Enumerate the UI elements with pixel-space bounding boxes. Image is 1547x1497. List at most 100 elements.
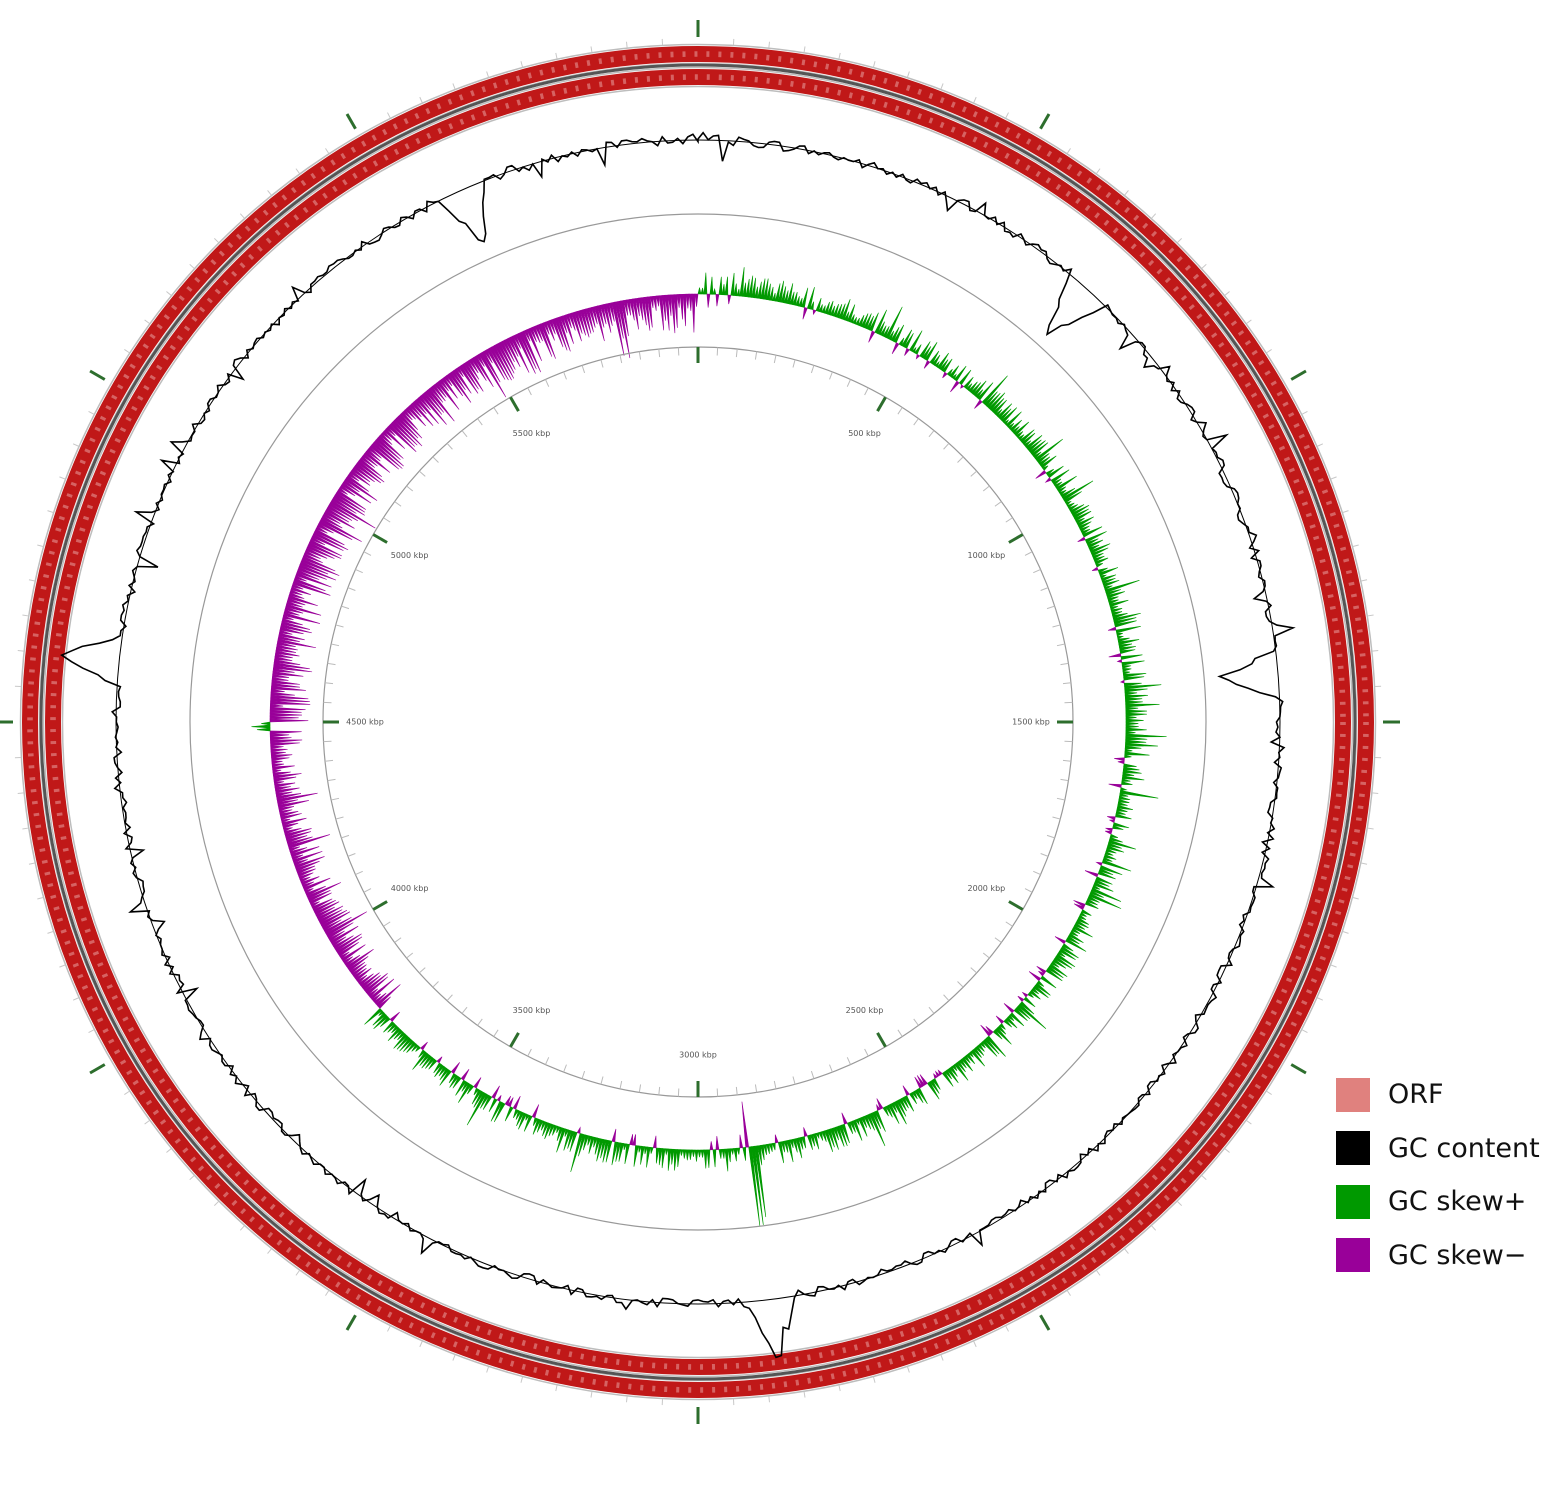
gc-skew-plus-spike bbox=[885, 1104, 893, 1118]
gc-skew-plus-spike bbox=[742, 282, 747, 298]
gc-skew-plus-spike bbox=[754, 286, 758, 299]
gc-skew-minus-spike bbox=[868, 330, 876, 343]
outer-minor-tick bbox=[144, 319, 150, 324]
gc-skew-minus-spike bbox=[706, 293, 711, 308]
gc-skew-minus-spike bbox=[289, 589, 303, 596]
gc-skew-plus-spike bbox=[766, 1143, 770, 1154]
gc-skew-minus-spike bbox=[463, 361, 484, 392]
axis-minor-tick bbox=[1033, 870, 1041, 875]
gc-skew-minus-spike bbox=[526, 328, 542, 361]
gc-skew-minus-spike bbox=[306, 544, 335, 559]
gc-skew-plus-spike bbox=[754, 1145, 767, 1218]
gc-skew-minus-spike bbox=[626, 299, 631, 316]
axis-minor-tick bbox=[581, 1070, 586, 1079]
gc-skew-plus-spike bbox=[724, 276, 729, 296]
gc-skew-plus-spike bbox=[988, 392, 1006, 411]
gc-skew-plus-spike bbox=[1115, 810, 1126, 815]
gc-skew-plus-spike bbox=[970, 1049, 985, 1067]
gc-skew-plus-spike bbox=[649, 1146, 654, 1154]
gc-skew-minus-spike bbox=[902, 1085, 910, 1097]
gc-skew-minus-spike bbox=[565, 313, 572, 329]
gc-skew-plus-spike bbox=[471, 1089, 482, 1105]
gc-skew-plus-spike bbox=[1107, 842, 1122, 849]
gc-skew-plus-spike bbox=[661, 1148, 666, 1169]
gc-skew-plus-spike bbox=[771, 292, 776, 302]
gc-skew-minus-spike bbox=[272, 769, 282, 774]
gc-skew-plus-spike bbox=[1097, 870, 1116, 880]
gc-skew-minus-spike bbox=[960, 384, 965, 389]
gc-skew-minus-spike bbox=[304, 888, 314, 894]
gc-skew-minus-spike bbox=[450, 1062, 460, 1074]
gc-skew-plus-spike bbox=[1118, 798, 1130, 804]
gc-skew-plus-spike bbox=[999, 408, 1012, 421]
gc-skew-plus-spike bbox=[956, 1060, 966, 1073]
gc-skew-minus-spike bbox=[269, 733, 290, 738]
axis-minor-tick bbox=[335, 816, 344, 820]
gc-skew-plus-spike bbox=[1116, 632, 1123, 637]
gc-skew-plus-spike bbox=[1122, 673, 1147, 678]
gc-skew-plus-spike bbox=[516, 1111, 525, 1127]
gc-skew-plus-spike bbox=[1109, 833, 1118, 838]
gc-skew-plus-spike bbox=[792, 1138, 798, 1153]
gc-skew-plus-spike bbox=[958, 369, 972, 386]
gc-skew-minus-spike bbox=[934, 1070, 941, 1078]
gc-skew-minus-spike bbox=[322, 512, 341, 525]
gc-skew-plus-spike bbox=[421, 1055, 433, 1069]
gc-skew-plus-spike bbox=[709, 276, 714, 295]
gc-skew-minus-spike bbox=[649, 296, 654, 308]
gc-skew-minus-spike bbox=[411, 401, 434, 426]
gc-skew-plus-spike bbox=[1079, 525, 1090, 533]
gc-skew-minus-spike bbox=[715, 1136, 720, 1150]
gc-skew-plus-spike bbox=[624, 1143, 630, 1165]
gc-skew-plus-spike bbox=[685, 1149, 690, 1161]
gc-skew-minus-spike bbox=[328, 930, 345, 942]
axis-minor-tick bbox=[477, 1018, 483, 1026]
gc-skew-minus-spike bbox=[1117, 760, 1125, 765]
gc-skew-minus-spike bbox=[385, 426, 396, 436]
gc-skew-plus-spike bbox=[783, 290, 789, 304]
gc-skew-plus-spike bbox=[1047, 465, 1064, 479]
gc-skew-plus-spike bbox=[838, 303, 846, 320]
gc-skew-minus-spike bbox=[334, 933, 362, 952]
outer-minor-tick bbox=[1066, 148, 1071, 154]
gc-skew-plus-spike bbox=[1109, 836, 1123, 843]
outer-minor-tick bbox=[803, 1391, 806, 1398]
gc-skew-minus-spike bbox=[354, 967, 372, 982]
gc-skew-plus-spike bbox=[1116, 804, 1134, 810]
axis-minor-tick bbox=[1024, 551, 1033, 556]
gc-skew-minus-spike bbox=[360, 455, 375, 468]
gc-skew-plus-spike bbox=[706, 1149, 711, 1168]
gc-skew-plus-spike bbox=[1095, 563, 1103, 568]
gc-skew-plus-spike bbox=[968, 1051, 974, 1058]
axis-minor-tick bbox=[327, 662, 336, 666]
gc-skew-minus-spike bbox=[652, 1135, 657, 1149]
outer-minor-tick bbox=[1317, 443, 1324, 447]
gc-skew-plus-spike bbox=[438, 1066, 447, 1077]
gc-skew-plus-spike bbox=[380, 1016, 391, 1027]
gc-skew-minus-spike bbox=[605, 302, 613, 326]
outer-minor-tick bbox=[1151, 1225, 1157, 1231]
gc-skew-plus-spike bbox=[1102, 579, 1120, 588]
gc-skew-plus-spike bbox=[901, 1096, 909, 1109]
gc-skew-plus-spike bbox=[455, 1079, 467, 1096]
gc-skew-minus-spike bbox=[559, 315, 568, 334]
gc-skew-minus-spike bbox=[270, 691, 295, 696]
gc-skew-plus-spike bbox=[855, 317, 860, 326]
outer-minor-tick bbox=[1096, 1270, 1101, 1276]
gc-skew-plus-spike bbox=[1040, 975, 1057, 989]
legend-item-gc-content: GC content bbox=[1336, 1122, 1541, 1176]
gc-skew-plus-spike bbox=[691, 1149, 696, 1157]
gc-skew-minus-spike bbox=[876, 1103, 881, 1111]
legend-swatch-gc-skew-plus bbox=[1336, 1184, 1370, 1219]
gc-skew-minus-spike bbox=[658, 295, 665, 331]
gc-skew-plus-spike bbox=[523, 1114, 533, 1132]
gc-skew-minus-spike bbox=[280, 818, 291, 824]
gc-skew-minus-spike bbox=[303, 877, 331, 892]
outer-minor-tick bbox=[213, 237, 219, 243]
gc-skew-minus-spike bbox=[608, 302, 615, 322]
gc-skew-plus-spike bbox=[644, 1146, 648, 1155]
gc-skew-plus-spike bbox=[1121, 781, 1133, 785]
gc-skew-minus-spike bbox=[291, 854, 304, 861]
axis-minor-tick bbox=[754, 351, 758, 360]
gc-skew-plus-spike bbox=[1125, 742, 1158, 747]
